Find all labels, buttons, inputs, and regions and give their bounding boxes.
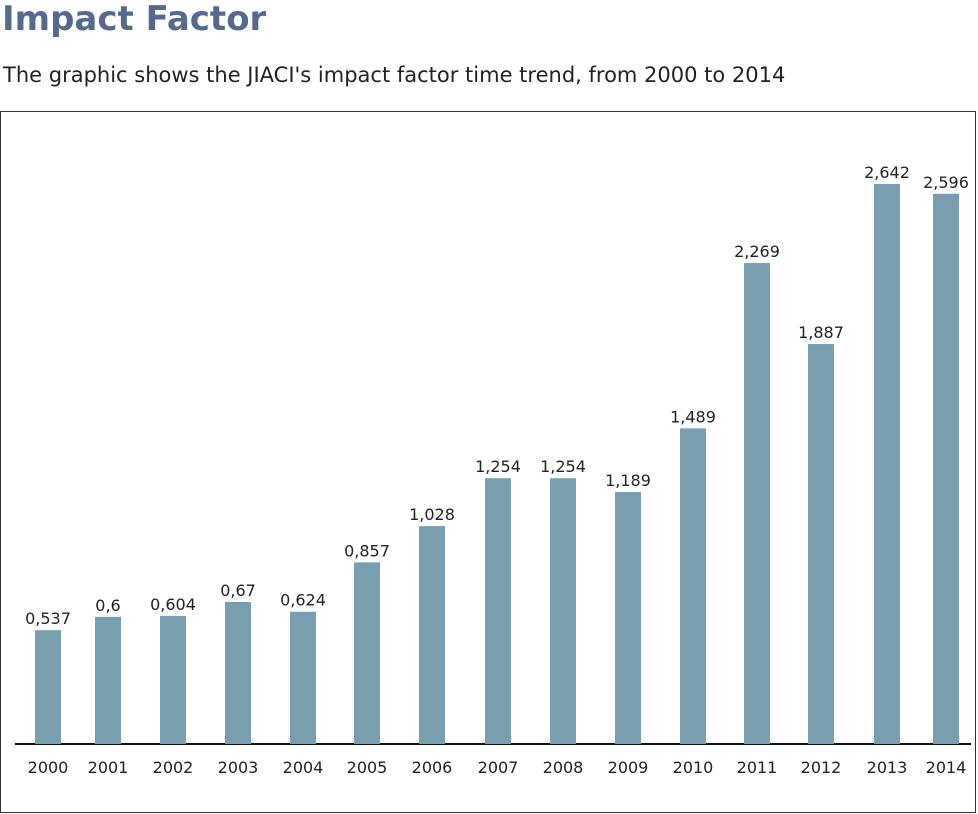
data-label-2012: 1,887 — [798, 323, 844, 342]
data-label-2007: 1,254 — [475, 457, 521, 476]
x-tick-label-2007: 2007 — [478, 758, 519, 777]
page-subtitle: The graphic shows the JIACI's impact fac… — [3, 63, 786, 87]
x-tick-label-2010: 2010 — [673, 758, 714, 777]
x-tick-label-2004: 2004 — [283, 758, 324, 777]
bar-2010 — [680, 428, 706, 744]
page-title: Impact Factor — [2, 0, 267, 39]
x-tick-label-2002: 2002 — [153, 758, 194, 777]
data-label-2011: 2,269 — [734, 242, 780, 261]
data-label-2014: 2,596 — [923, 173, 969, 192]
bar-2013 — [874, 184, 900, 744]
bar-2009 — [615, 491, 641, 744]
x-tick-label-2009: 2009 — [608, 758, 649, 777]
data-label-2006: 1,028 — [409, 505, 455, 524]
bar-2008 — [550, 478, 576, 744]
x-tick-label-2003: 2003 — [218, 758, 259, 777]
data-label-2001: 0,6 — [95, 596, 120, 615]
impact-factor-bar-chart: 0,537 2000 0,6 2001 0,604 2002 0,67 2003 0,624 20… — [15, 163, 971, 777]
bar-2005 — [354, 562, 380, 744]
data-label-2013: 2,642 — [864, 163, 910, 182]
data-label-2004: 0,624 — [280, 591, 326, 610]
x-tick-label-2005: 2005 — [347, 758, 388, 777]
bar-2006 — [419, 526, 445, 744]
data-label-2005: 0,857 — [344, 541, 390, 560]
x-tick-label-2011: 2011 — [737, 758, 778, 777]
data-label-2003: 0,67 — [220, 581, 256, 600]
x-tick-label-2000: 2000 — [28, 758, 69, 777]
x-tick-label-2006: 2006 — [412, 758, 453, 777]
bar-2002 — [160, 615, 186, 744]
bar-2012 — [808, 344, 834, 744]
data-label-2010: 1,489 — [670, 407, 716, 426]
bar-2007 — [485, 478, 511, 744]
bar-2014 — [933, 193, 959, 744]
x-tick-label-2014: 2014 — [926, 758, 967, 777]
data-label-2009: 1,189 — [605, 471, 651, 490]
bar-2000 — [35, 630, 61, 744]
bar-2001 — [95, 616, 121, 744]
data-label-2002: 0,604 — [150, 595, 196, 614]
data-label-2008: 1,254 — [540, 457, 586, 476]
x-tick-label-2012: 2012 — [801, 758, 842, 777]
chart-frame: 0,537 2000 0,6 2001 0,604 2002 0,67 2003 0,624 20… — [0, 111, 976, 813]
x-tick-label-2001: 2001 — [88, 758, 129, 777]
data-label-2000: 0,537 — [25, 609, 71, 628]
bar-2004 — [290, 611, 316, 744]
bar-2003 — [225, 601, 251, 744]
x-tick-label-2008: 2008 — [543, 758, 584, 777]
bar-2011 — [744, 263, 770, 744]
x-tick-label-2013: 2013 — [867, 758, 908, 777]
